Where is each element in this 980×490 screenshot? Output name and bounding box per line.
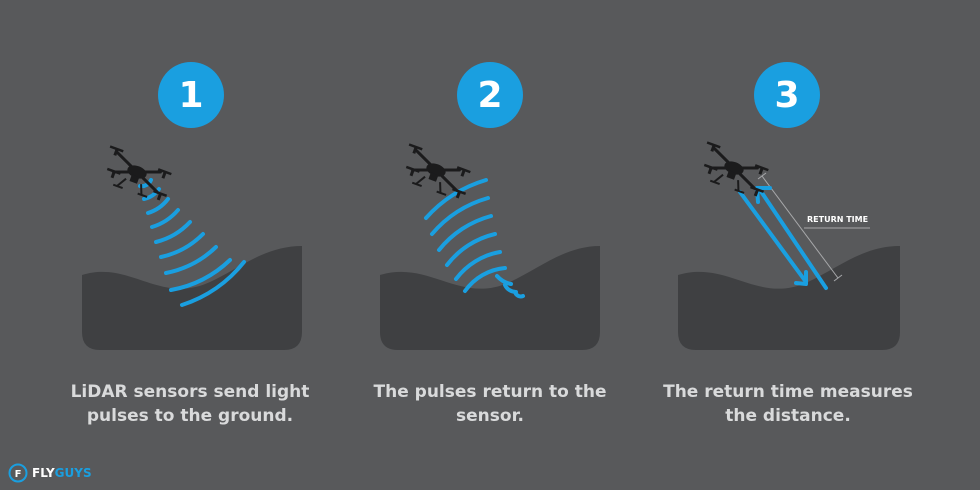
step-2-illustration [380, 141, 600, 350]
measurement-guide [757, 172, 870, 282]
caption-line: the distance. [725, 406, 851, 426]
ground-shape [380, 246, 600, 350]
step-number-badge: 2 [457, 62, 523, 128]
ground-shape [82, 246, 302, 350]
drone-icon [693, 139, 775, 201]
caption-line: The return time measures [663, 382, 913, 402]
pulse-arc [437, 214, 493, 252]
logo-word-fly: FLY [32, 466, 55, 480]
pulse-arc [180, 260, 246, 307]
pulse-arc [154, 220, 192, 244]
pulse-arc [159, 232, 205, 259]
step-panel-1: 1 LiDAR sensors send light pulses to the… [40, 0, 340, 490]
pulse-arc [454, 250, 502, 281]
pulse-arc [445, 232, 497, 267]
pulse-arc [430, 196, 490, 236]
pulse-arc [495, 274, 513, 286]
down-arrow [738, 190, 808, 284]
drone-icon [96, 143, 178, 205]
flyguys-logo: F FLYGUYS [8, 463, 92, 483]
caption-line: sensor. [456, 406, 524, 426]
pulse-arc [424, 178, 488, 220]
step-number-badge: 3 [754, 62, 820, 128]
caption-line: pulses to the ground. [86, 406, 294, 426]
pulse-arc [142, 187, 161, 201]
pulse-arc [150, 208, 180, 229]
ground-shape [678, 246, 900, 350]
pulse-arc [164, 245, 218, 275]
caption-line: LiDAR sensors send light [70, 382, 310, 402]
up-arrowhead [755, 186, 772, 204]
logo-mark-letter: F [15, 469, 22, 480]
light-pulses [138, 178, 246, 307]
step-caption: The return time measures the distance. [638, 380, 938, 428]
logo-mark-icon: F [8, 463, 28, 483]
up-arrow [758, 188, 828, 290]
caption-line: The pulses return to the [373, 382, 607, 402]
step-1-illustration [82, 143, 302, 350]
return-time-label: RETURN TIME [807, 215, 868, 224]
logo-word-guys: GUYS [54, 466, 92, 480]
returning-pulses [424, 178, 525, 299]
drone-icon [395, 141, 477, 203]
step-panel-3: RETURN TIME 3 The return time measures t… [638, 0, 938, 490]
pulse-arrows [738, 186, 828, 290]
logo-wordmark: FLYGUYS [32, 466, 92, 480]
step-caption: LiDAR sensors send light pulses to the g… [40, 380, 340, 428]
step-panel-2: 2 The pulses return to the sensor. [340, 0, 640, 490]
step-3-illustration: RETURN TIME [678, 139, 900, 350]
pulse-arc [463, 266, 507, 293]
pulse-arc [146, 197, 170, 215]
step-caption: The pulses return to the sensor. [340, 380, 640, 428]
down-arrowhead [794, 270, 808, 286]
pulse-arc [169, 258, 232, 292]
step-number-badge: 1 [158, 62, 224, 128]
pulse-arc [513, 290, 525, 299]
